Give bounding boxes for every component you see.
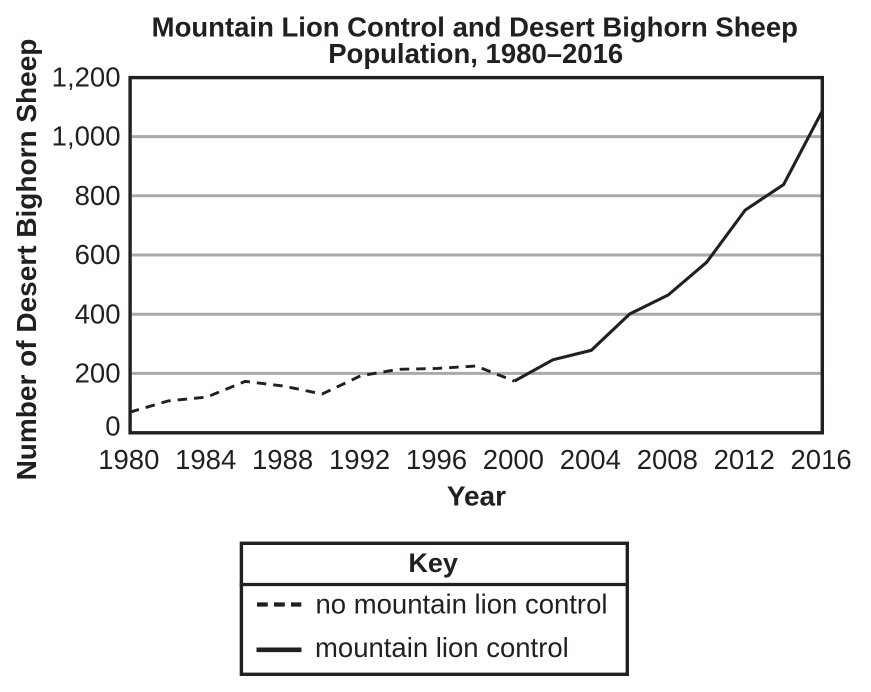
svg-text:1984: 1984	[175, 444, 236, 475]
svg-text:1988: 1988	[252, 444, 313, 475]
svg-text:Key: Key	[408, 548, 458, 578]
svg-text:Mountain Lion Control and Dese: Mountain Lion Control and Desert Bighorn…	[152, 12, 798, 43]
svg-text:2004: 2004	[560, 444, 621, 475]
svg-text:2000: 2000	[483, 444, 544, 475]
svg-text:Number of Desert Bighorn Sheep: Number of Desert Bighorn Sheep	[11, 39, 42, 481]
svg-text:0: 0	[105, 411, 120, 442]
svg-text:200: 200	[75, 358, 121, 389]
svg-text:mountain lion control: mountain lion control	[315, 632, 569, 663]
svg-text:800: 800	[75, 180, 121, 211]
svg-text:2008: 2008	[637, 444, 698, 475]
svg-text:Population, 1980–2016: Population, 1980–2016	[328, 38, 623, 69]
svg-text:1980: 1980	[98, 444, 159, 475]
svg-text:1,000: 1,000	[52, 121, 121, 152]
svg-text:1,200: 1,200	[52, 62, 121, 93]
svg-text:600: 600	[75, 239, 121, 270]
svg-text:2012: 2012	[714, 444, 775, 475]
svg-text:no mountain lion control: no mountain lion control	[316, 589, 608, 620]
svg-text:1992: 1992	[329, 444, 390, 475]
svg-text:Year: Year	[447, 481, 506, 512]
svg-text:2016: 2016	[791, 444, 852, 475]
svg-text:400: 400	[75, 298, 121, 329]
svg-text:1996: 1996	[406, 444, 467, 475]
